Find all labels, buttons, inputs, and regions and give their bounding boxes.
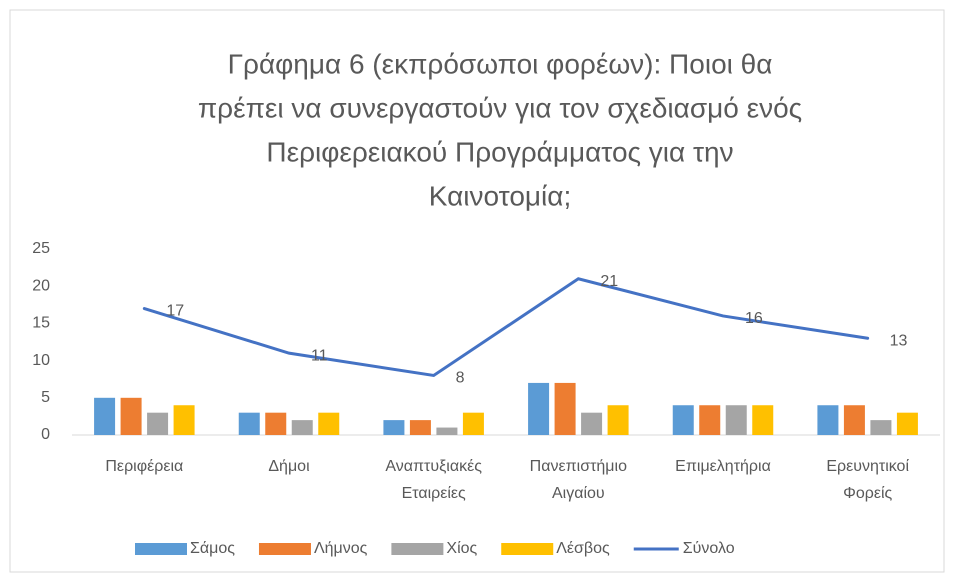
y-tick-label: 5 xyxy=(41,389,50,406)
legend-label: Λέσβος xyxy=(556,540,610,557)
line xyxy=(142,277,870,378)
legend-swatch xyxy=(135,543,187,555)
legend-label: Λήμνος xyxy=(314,540,368,557)
bar xyxy=(607,405,629,435)
bar xyxy=(752,405,774,435)
x-tick-label: Ερευνητικοί Φορείς xyxy=(826,458,909,502)
bar xyxy=(147,412,169,435)
y-tick-label: 10 xyxy=(32,352,50,369)
bar xyxy=(870,420,892,435)
data-label: 21 xyxy=(600,273,618,290)
legend-swatch xyxy=(501,543,554,555)
legend-label: Σάμος xyxy=(190,540,235,557)
chart-frame xyxy=(9,9,945,573)
chart-title: Περιφερειακού Προγράμματος για την xyxy=(266,136,733,167)
x-tick-label: Δήμοι xyxy=(268,458,310,475)
bar xyxy=(265,412,287,435)
x-tick-label: Πανεπιστήμιο Αιγαίου xyxy=(530,458,627,502)
legend-label: Χίος xyxy=(446,540,477,557)
bar xyxy=(94,397,116,435)
bar xyxy=(699,405,721,435)
bar xyxy=(462,412,484,435)
data-label: 13 xyxy=(890,332,908,349)
x-tick-label: Περιφέρεια xyxy=(105,458,183,475)
data-label: 8 xyxy=(456,370,465,387)
x-tick-label: Αναπτυξιακές Εταιρείες xyxy=(385,458,482,502)
data-label: 17 xyxy=(166,303,184,320)
data-label: 11 xyxy=(311,347,328,364)
bar xyxy=(238,412,260,435)
bar xyxy=(843,405,865,435)
bar xyxy=(318,412,340,435)
legend-label: Σύνολο xyxy=(683,540,735,557)
chart-title: Γράφημα 6 (εκπρόσωποι φορέων): Ποιοι θα xyxy=(228,48,773,79)
bar xyxy=(436,427,458,435)
legend-swatch xyxy=(258,543,311,555)
bar xyxy=(173,405,195,435)
bar xyxy=(725,405,747,435)
bar xyxy=(291,420,313,435)
bar xyxy=(672,405,694,435)
bar xyxy=(383,420,405,435)
bar xyxy=(409,420,431,435)
x-tick-label: Επιμελητήρια xyxy=(675,458,771,475)
y-tick-label: 0 xyxy=(41,426,50,443)
y-tick-label: 25 xyxy=(32,240,50,257)
chart-title: Καινοτομία; xyxy=(429,180,571,211)
y-tick-label: 15 xyxy=(32,315,50,332)
bar xyxy=(896,412,918,435)
chart-title: πρέπει να συνεργαστούν για τον σχεδιασμό… xyxy=(198,92,802,123)
bar xyxy=(554,382,576,435)
bar xyxy=(817,405,839,435)
y-tick-label: 20 xyxy=(32,277,50,294)
legend-swatch xyxy=(391,543,444,555)
bar xyxy=(120,397,142,435)
bar xyxy=(528,382,550,435)
bar xyxy=(581,412,603,435)
data-label: 16 xyxy=(745,310,763,327)
